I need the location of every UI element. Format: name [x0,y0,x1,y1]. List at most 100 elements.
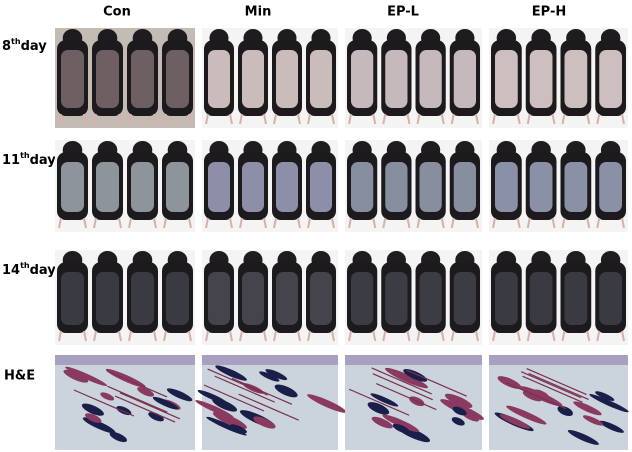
hair-follicle [403,369,428,382]
mouse-foot [382,217,387,229]
image-panel [489,140,628,232]
image-panel [489,28,628,128]
mouse-back [385,162,408,212]
mouse-foot [93,217,97,229]
mouse-foot [297,217,301,229]
hair-shaft [371,367,432,395]
tissue-band [489,355,628,365]
column-label: EP-H [532,5,566,20]
hair-follicle [567,429,599,445]
hair-follicle [259,371,280,382]
column-label: Min [245,5,272,20]
hair-shaft [119,392,181,420]
mouse-foot [416,330,421,342]
day-unit: day [30,153,57,168]
mouse-foot [492,217,496,229]
day-unit: day [21,39,48,54]
hair-follicle [599,420,624,433]
hair-follicle [195,400,234,418]
mouse-foot [188,330,192,342]
mouse-foot [450,330,455,342]
hair-shaft [376,383,437,411]
mouse-foot [118,113,122,125]
hair-follicle [152,396,179,410]
mouse-back [385,50,408,108]
mouse-foot [621,330,625,342]
mouse-back [131,50,154,108]
mouse-foot [331,330,335,342]
mouse-foot [551,113,556,125]
day-suffix: th [11,37,21,46]
mouse-back [276,50,298,108]
mouse-foot [163,330,167,342]
image-panel [202,28,338,128]
mouse-foot [440,217,445,229]
hair-follicle [148,412,164,422]
hair-shaft [348,388,410,416]
mouse-foot [440,113,445,125]
mouse-back [599,50,622,108]
mouse-foot [128,217,132,229]
mouse-foot [475,330,479,342]
hair-shaft [526,368,587,396]
row-label: H&E [4,369,35,384]
mouse-back [208,272,230,325]
mouse-foot [93,330,97,342]
mouse-foot [372,330,377,342]
mouse-foot [382,113,387,125]
mouse-back [419,50,442,108]
mouse-foot [128,330,132,342]
mouse-foot [450,217,455,229]
mouse-foot [492,330,496,342]
hair-follicle [451,417,465,426]
mouse-foot [586,330,591,342]
mouse-foot [83,113,87,125]
hair-follicle [444,393,473,408]
mouse-foot [83,330,87,342]
hair-shaft [406,369,467,397]
hair-follicle [109,431,128,443]
mouse-foot [263,217,267,229]
mouse-foot [382,330,387,342]
mouse-foot [596,217,601,229]
hair-follicle [573,401,602,416]
row-label: 14thday [2,261,56,278]
mouse-back [131,272,154,325]
mouse-back [495,162,518,212]
mouse-back [453,272,476,325]
mouse-foot [416,113,421,125]
mouse-back [96,272,119,325]
hair-follicle [82,417,116,434]
mouse-back [529,50,553,108]
mouse-foot [475,217,479,229]
mouse-back [564,162,588,212]
hair-shaft [528,372,589,401]
column-label: Con [103,5,131,20]
mouse-back [61,272,84,325]
hair-follicle [595,391,615,401]
day-unit: day [30,263,57,278]
mouse-foot [153,217,157,229]
mouse-back [96,162,119,212]
hair-follicle [81,403,104,416]
mouse-back [529,272,553,325]
hair-follicle [506,405,547,425]
mouse-foot [621,217,625,229]
image-panel [345,28,482,128]
mouse-back [564,50,588,108]
mouse-foot [561,330,566,342]
mouse-foot [297,113,301,125]
mouse-foot [58,217,62,229]
mouse-foot [205,113,209,125]
hair-shaft [207,368,268,396]
mouse-foot [561,217,566,229]
mouse-back [495,50,518,108]
hair-shaft [106,370,168,398]
mouse-foot [586,217,591,229]
mouse-back [419,272,442,325]
mouse-foot [229,217,233,229]
mouse-foot [263,113,267,125]
hair-follicle [274,384,298,398]
mouse-back [310,162,332,212]
